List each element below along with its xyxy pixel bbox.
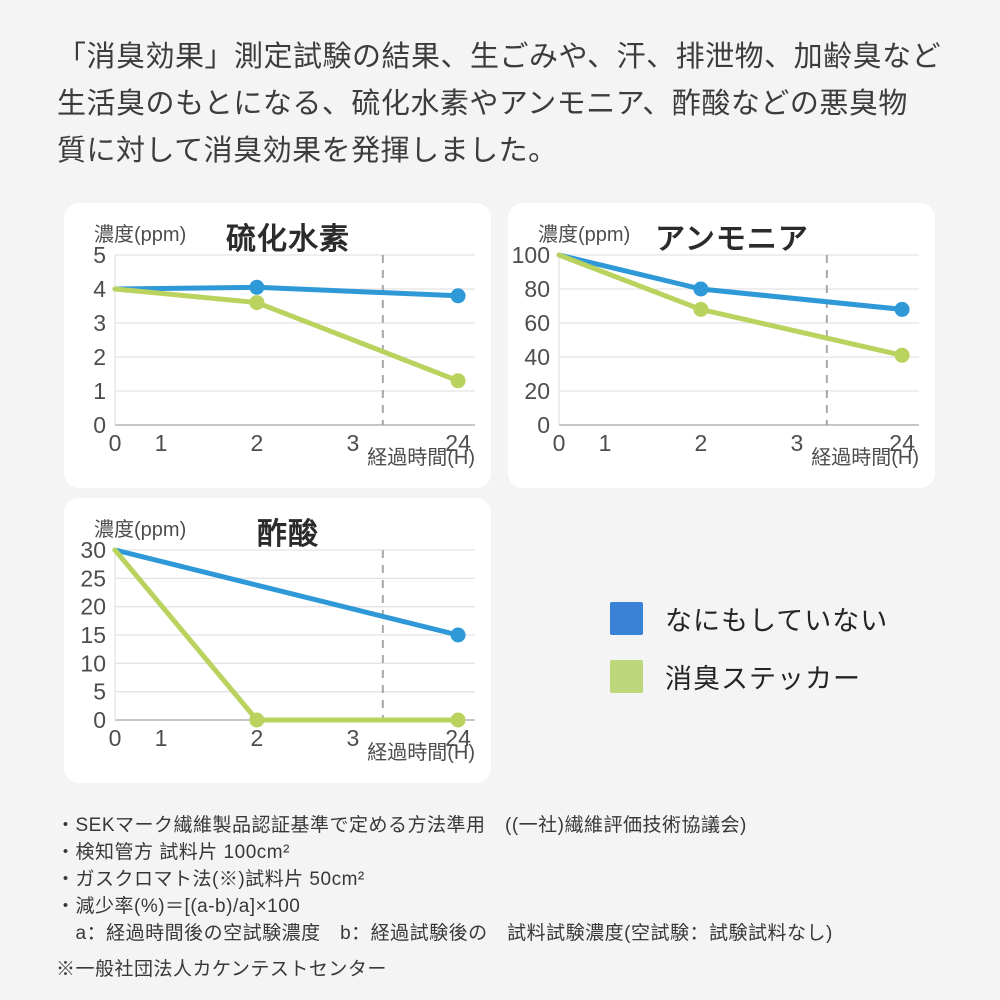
- series-line-deodorant-sticker: [112, 286, 461, 384]
- data-point-untreated: [450, 627, 466, 643]
- footnote-testing-center: ※一般社団法人カケンテストセンター: [56, 959, 387, 980]
- x-tick-label: 1: [155, 725, 168, 751]
- footnote-line: ・ガスクロマト法(※)試料片 50cm²: [56, 869, 365, 890]
- x-tick-label: 3: [347, 725, 360, 751]
- x-axis-label: 経過時間(H): [367, 741, 475, 764]
- x-tick-label: 0: [109, 430, 122, 456]
- data-point-deodorant-sticker: [693, 301, 709, 317]
- series-line-untreated: [112, 547, 461, 638]
- x-axis-label: 経過時間(H): [367, 446, 475, 469]
- data-point-deodorant-sticker: [249, 712, 265, 728]
- x-tick-label: 3: [791, 430, 804, 456]
- y-tick-label: 30: [80, 537, 106, 563]
- data-point-untreated: [693, 281, 709, 297]
- y-axis-unit-label: 濃度(ppm): [94, 518, 186, 541]
- data-point-deodorant-sticker: [450, 373, 466, 389]
- header-line: 「消臭効果」測定試験の結果、生ごみや、汗、排泄物、加齢臭など: [57, 41, 942, 73]
- y-tick-label: 80: [524, 276, 550, 302]
- legend: なにもしていない 消臭ステッカー: [610, 599, 888, 715]
- series-line-untreated: [556, 252, 905, 312]
- y-tick-label: 5: [93, 679, 106, 705]
- y-tick-label: 20: [80, 594, 106, 620]
- x-tick-label: 1: [599, 430, 612, 456]
- data-point-untreated: [450, 288, 466, 304]
- x-tick-label: 0: [109, 725, 122, 751]
- y-tick-label: 0: [93, 412, 106, 438]
- chart-title: 酢酸: [257, 518, 319, 551]
- y-tick-label: 5: [93, 242, 106, 268]
- legend-item-deodorant-sticker: 消臭ステッカー: [610, 657, 888, 696]
- y-tick-label: 25: [80, 565, 106, 591]
- x-tick-label: 0: [553, 430, 566, 456]
- data-point-deodorant-sticker: [249, 295, 265, 311]
- legend-swatch-untreated: [610, 602, 643, 635]
- y-tick-label: 40: [524, 344, 550, 370]
- header-text: 「消臭効果」測定試験の結果、生ごみや、汗、排泄物、加齢臭など 生活臭のもとになる…: [57, 34, 941, 175]
- data-point-untreated: [249, 279, 265, 295]
- y-tick-label: 0: [93, 707, 106, 733]
- y-axis-unit-label: 濃度(ppm): [94, 223, 186, 246]
- y-tick-label: 2: [93, 344, 106, 370]
- x-axis-label: 経過時間(H): [811, 446, 919, 469]
- chart-card-hydrogen-sulfide: 5 4 3 2 1 0 0 1 2 3 24 硫化水素 濃度(ppm) 経過時間(H): [64, 203, 491, 488]
- y-tick-label: 60: [524, 310, 550, 336]
- y-tick-label: 15: [80, 622, 106, 648]
- footnote-line: ・減少率(%)＝[(a-b)/a]×100: [56, 896, 301, 917]
- x-tick-label: 2: [250, 725, 263, 751]
- chart-title: アンモニア: [655, 223, 809, 256]
- y-tick-label: 3: [93, 310, 106, 336]
- y-tick-label: 1: [93, 378, 106, 404]
- chart-card-acetic-acid: 30 25 20 15 10 5 0 0 1 2 3 24 酢酸 濃度(ppm) 経過時間(H): [64, 498, 491, 783]
- legend-label: 消臭ステッカー: [665, 664, 861, 694]
- y-tick-label: 100: [512, 242, 550, 268]
- y-axis-unit-label: 濃度(ppm): [538, 223, 630, 246]
- x-tick-label: 1: [155, 430, 168, 456]
- legend-label: なにもしていない: [665, 606, 889, 636]
- chart-card-ammonia: 100 80 60 40 20 0 0 1 2 3 24 アンモニア 濃度(ppm) 経過時間(H): [508, 203, 935, 488]
- legend-swatch-deodorant-sticker: [610, 660, 643, 693]
- footnote-line: a：経過時間後の空試験濃度 b：経過試験後の 試料試験濃度(空試験：試験試料なし…: [56, 923, 833, 944]
- y-tick-label: 0: [537, 412, 550, 438]
- y-tick-label: 20: [524, 378, 550, 404]
- y-tick-label: 10: [80, 650, 106, 676]
- x-tick-label: 3: [347, 430, 360, 456]
- x-tick-label: 2: [694, 430, 707, 456]
- data-point-deodorant-sticker: [894, 347, 910, 363]
- x-tick-label: 24: [889, 430, 915, 456]
- header-line: 生活臭のもとになる、硫化水素やアンモニア、酢酸などの悪臭物: [57, 88, 908, 120]
- data-point-deodorant-sticker: [450, 712, 466, 728]
- y-tick-label: 4: [93, 276, 106, 302]
- footnote-line: ・検知管方 試料片 100cm²: [56, 842, 290, 863]
- x-tick-label: 24: [445, 430, 471, 456]
- x-tick-label: 2: [250, 430, 263, 456]
- header-line: 質に対して消臭効果を発揮しました。: [57, 135, 558, 167]
- footnotes: ・SEKマーク繊維製品認証基準で定める方法準用 ((一社)繊維評価技術協議会) …: [56, 812, 833, 983]
- x-tick-label: 24: [445, 725, 471, 751]
- data-point-untreated: [894, 301, 910, 317]
- chart-title: 硫化水素: [226, 222, 350, 256]
- footnote-line: ・SEKマーク繊維製品認証基準で定める方法準用 ((一社)繊維評価技術協議会): [56, 815, 747, 836]
- legend-item-untreated: なにもしていない: [610, 599, 888, 638]
